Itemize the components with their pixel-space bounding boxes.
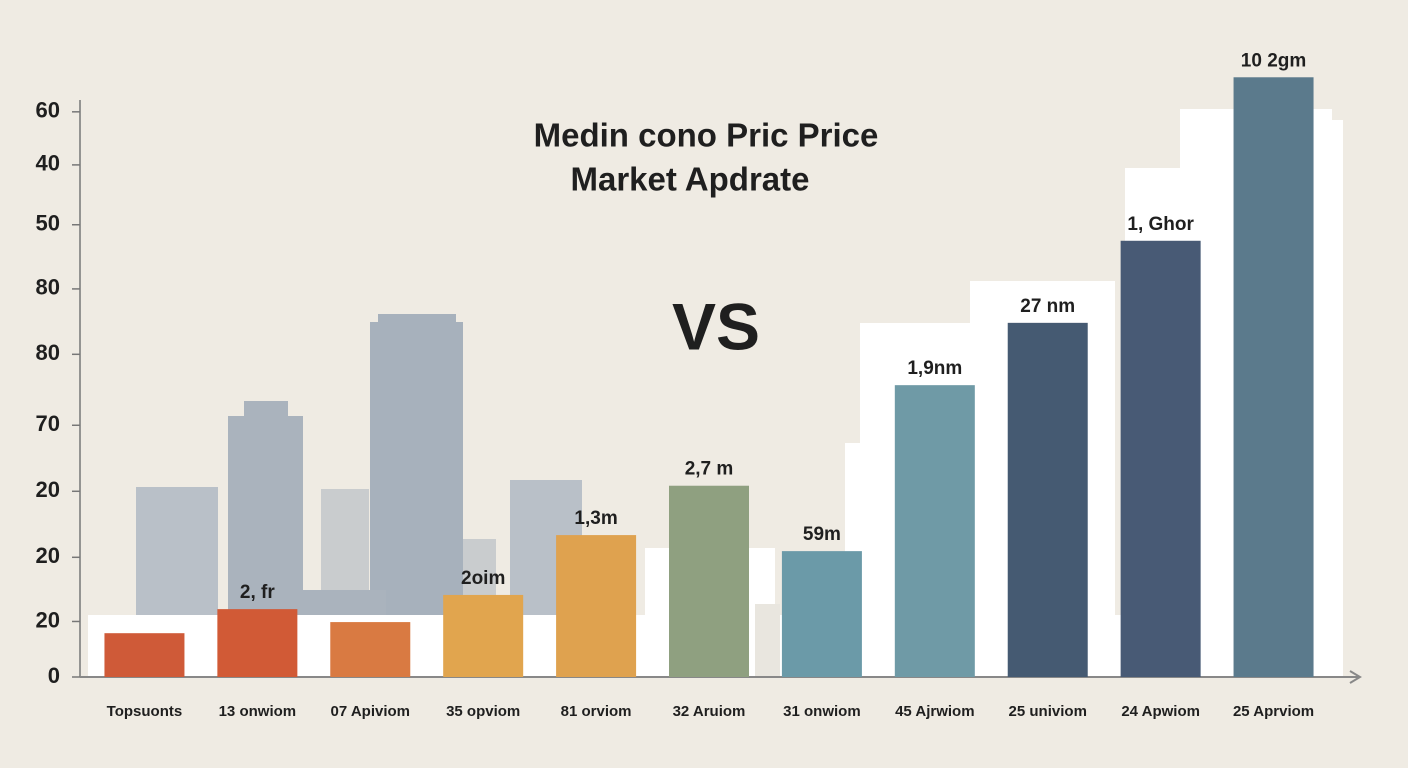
x-tick-label: 35 opviom [446, 703, 520, 720]
x-tick-label: 45 Ajrwiom [895, 703, 974, 720]
bar [330, 622, 411, 677]
y-tick-label: 70 [36, 411, 60, 436]
y-tick-label: 0 [48, 663, 60, 688]
x-tick-label: 25 Aprviom [1233, 703, 1314, 720]
y-tick-label: 80 [36, 275, 60, 300]
bar [781, 551, 862, 677]
bar [1007, 322, 1088, 677]
x-tick-label: 25 univiom [1009, 703, 1087, 720]
bar [556, 535, 637, 677]
x-tick-label: 81 orviom [561, 703, 632, 720]
value-label: 2, fr [240, 582, 275, 603]
x-tick-label: Topsuonts [107, 703, 183, 720]
value-label: 1,9nm [907, 358, 962, 379]
bar [104, 633, 185, 677]
x-tick-label: 13 onwiom [219, 703, 297, 720]
value-label: 2,7 m [685, 459, 734, 480]
value-label: 1, Ghor [1127, 214, 1194, 235]
y-tick-label: 60 [36, 98, 60, 123]
chart-title: Medin cono Pric Price [534, 117, 879, 154]
bar [1120, 240, 1201, 677]
y-tick-label: 80 [36, 340, 60, 365]
bar [1233, 77, 1314, 677]
y-tick-label: 20 [36, 477, 60, 502]
x-tick-label: 24 Apwiom [1121, 703, 1200, 720]
y-tick-label: 20 [36, 607, 60, 632]
x-tick-label: 31 onwiom [783, 703, 861, 720]
annotation: VS [672, 289, 760, 363]
value-label: 2oim [461, 568, 505, 589]
y-tick-label: 40 [36, 151, 60, 176]
axis-arrow [1349, 670, 1362, 684]
value-label: 27 nm [1020, 296, 1075, 317]
x-tick-label: 07 Apiviom [331, 703, 410, 720]
bar [894, 385, 975, 677]
chart-subtitle: Market Apdrate [570, 161, 809, 198]
bar [443, 594, 524, 677]
value-label: 1,3m [574, 508, 617, 529]
y-tick-label: 50 [36, 211, 60, 236]
y-tick-label: 20 [36, 543, 60, 568]
bar [669, 485, 749, 677]
value-label: 10 2gm [1241, 50, 1306, 71]
value-label: 59m [803, 524, 841, 545]
x-tick-label: 32 Aruiom [673, 703, 746, 720]
bar [217, 609, 298, 677]
